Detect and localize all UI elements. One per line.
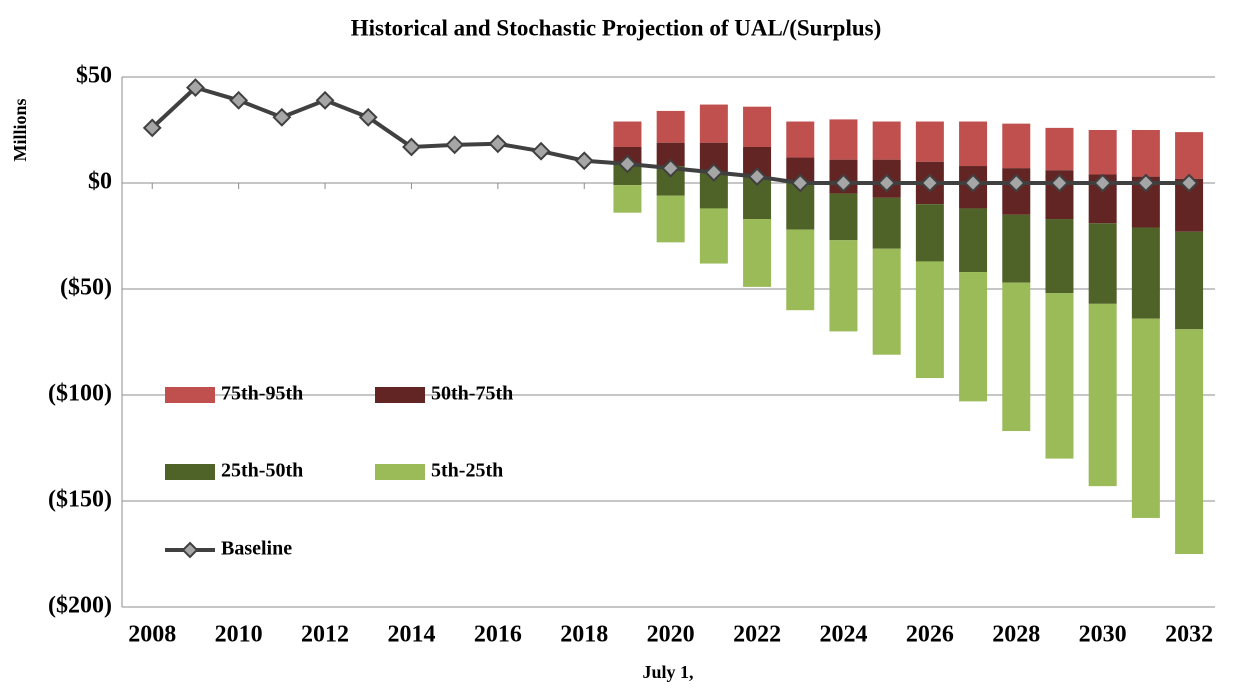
baseline-marker xyxy=(790,173,810,193)
baseline-marker xyxy=(877,173,897,193)
y-tick-label: ($150) xyxy=(48,487,112,513)
baseline-marker xyxy=(531,141,551,161)
x-tick-label: 2016 xyxy=(474,622,522,648)
bar-segment xyxy=(872,197,901,249)
x-tick-label: 2018 xyxy=(560,622,608,648)
x-tick-label: 2028 xyxy=(992,622,1040,648)
bar-segment xyxy=(786,229,815,311)
baseline-marker xyxy=(1093,173,1113,193)
x-tick-label: 2020 xyxy=(647,622,695,648)
bar-segment xyxy=(1002,123,1031,169)
bar-segment xyxy=(1088,130,1117,175)
bar-segment xyxy=(1131,130,1160,177)
bar-segment xyxy=(915,204,944,262)
bar-segment xyxy=(915,121,944,162)
baseline-marker xyxy=(834,173,853,193)
bar-segment xyxy=(1088,223,1117,304)
x-tick-label: 2014 xyxy=(387,622,435,648)
bar-segment xyxy=(1045,219,1074,294)
baseline-marker xyxy=(704,162,724,182)
bar-segment xyxy=(656,195,685,243)
bar-segment xyxy=(829,193,858,241)
bar-segment xyxy=(872,248,901,355)
baseline-marker xyxy=(315,90,335,110)
baseline-marker xyxy=(963,173,983,193)
legend-swatch xyxy=(375,464,425,480)
baseline-marker xyxy=(747,167,767,187)
baseline-marker xyxy=(488,134,508,154)
bar-segment xyxy=(613,185,642,213)
bar-segment xyxy=(959,272,988,402)
legend-label: 50th-75th xyxy=(431,383,513,405)
bar-segment xyxy=(1088,303,1117,487)
bar-segment xyxy=(915,261,944,379)
x-tick-label: 2008 xyxy=(128,622,176,648)
x-tick-label: 2024 xyxy=(819,622,867,648)
y-tick-label: ($50) xyxy=(60,275,112,301)
baseline-marker xyxy=(358,107,378,127)
baseline-marker xyxy=(445,135,465,155)
baseline-marker xyxy=(574,151,594,171)
y-tick-label: ($100) xyxy=(48,381,112,407)
baseline-marker xyxy=(920,173,940,193)
y-tick-label: ($200) xyxy=(48,593,112,619)
bar-segment xyxy=(786,121,815,158)
bar-segment xyxy=(613,121,642,147)
bar-segment xyxy=(1175,132,1204,179)
baseline-marker xyxy=(402,137,421,157)
legend-swatch xyxy=(165,464,215,480)
bar-segment xyxy=(1175,329,1204,554)
baseline-marker xyxy=(1006,173,1026,193)
bar-segment xyxy=(656,110,685,143)
bar-segment xyxy=(959,121,988,167)
legend-label: 75th-95th xyxy=(221,383,303,405)
x-tick-label: 2022 xyxy=(733,622,781,648)
bar-segment xyxy=(829,119,858,160)
legend-marker xyxy=(181,541,199,559)
baseline-marker xyxy=(618,154,637,174)
bar-segment xyxy=(613,163,642,186)
x-tick-label: 2032 xyxy=(1165,622,1213,648)
bar-segment xyxy=(1175,231,1204,330)
baseline-marker xyxy=(1050,173,1069,193)
bar-segment xyxy=(959,208,988,273)
legend-swatch xyxy=(375,387,425,403)
x-tick-label: 2012 xyxy=(301,622,349,648)
bar-segment xyxy=(743,219,772,287)
bar-segment xyxy=(656,142,685,167)
legend-label: Baseline xyxy=(221,538,292,560)
bar-segment xyxy=(699,208,728,264)
baseline-marker xyxy=(272,107,292,127)
baseline-marker xyxy=(661,158,681,178)
x-tick-label: 2010 xyxy=(215,622,263,648)
x-tick-label: 2026 xyxy=(906,622,954,648)
baseline-marker xyxy=(1136,173,1156,193)
bar-segment xyxy=(1131,227,1160,319)
bar-segment xyxy=(1002,214,1031,283)
legend-label: 25th-50th xyxy=(221,460,303,482)
y-tick-label: $0 xyxy=(88,169,112,195)
bar-segment xyxy=(1002,282,1031,432)
baseline-marker xyxy=(1179,173,1199,193)
legend-swatch xyxy=(165,387,215,403)
y-axis-label: Millions xyxy=(10,98,30,161)
bar-segment xyxy=(699,104,728,143)
bar-segment xyxy=(1131,318,1160,518)
legend-label: 5th-25th xyxy=(431,460,503,482)
bar-segment xyxy=(1045,293,1074,459)
bar-segment xyxy=(829,240,858,332)
bar-segment xyxy=(743,106,772,147)
x-tick-label: 2030 xyxy=(1079,622,1127,648)
chart-title: Historical and Stochastic Projection of … xyxy=(351,15,881,40)
y-tick-label: $50 xyxy=(76,63,112,89)
baseline-marker xyxy=(229,90,249,110)
bar-segment xyxy=(872,121,901,160)
x-axis-label: July 1, xyxy=(642,662,693,682)
baseline-marker xyxy=(186,78,205,98)
baseline-marker xyxy=(142,118,162,138)
bar-segment xyxy=(1045,127,1074,171)
